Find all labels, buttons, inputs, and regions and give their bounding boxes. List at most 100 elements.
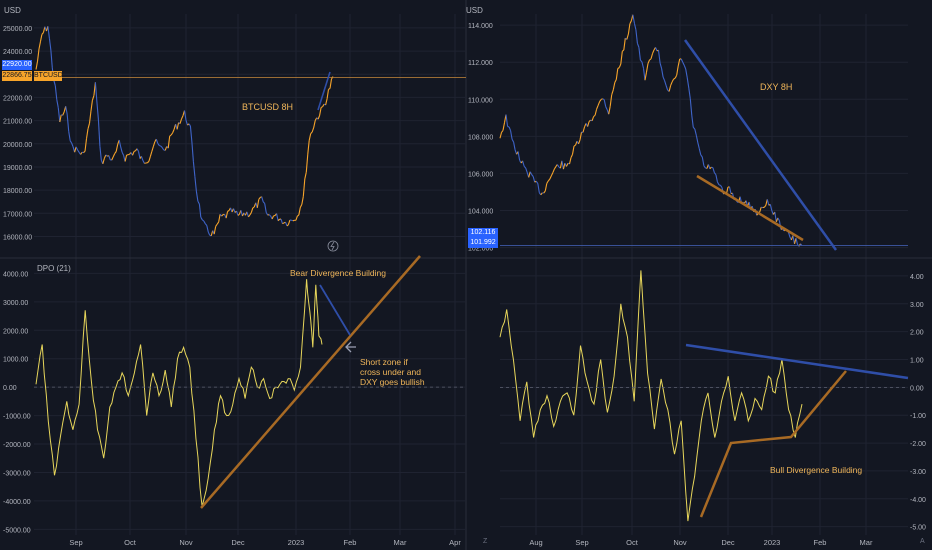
btc-price-segment-17 xyxy=(61,114,63,116)
btc-xtick-label-2: Nov xyxy=(179,538,193,547)
dxy-price-segment-96 xyxy=(644,71,648,81)
btc-price-segment-53 xyxy=(114,151,117,154)
dxy-dpo-ytick-label-5: -1.00 xyxy=(910,413,926,420)
btc-price-segment-12 xyxy=(53,80,56,86)
dxy-price-segment-10 xyxy=(514,149,518,155)
btc-price-segment-78 xyxy=(151,146,154,152)
dxy-price-segment-85 xyxy=(627,23,631,35)
btc-price-segment-157 xyxy=(268,214,271,217)
btc-price-segment-21 xyxy=(66,114,70,132)
btc-dpo-ytick-label-0: 4000.00 xyxy=(3,271,28,278)
dxy-price-segment-78 xyxy=(617,67,620,69)
dxy-price-segment-38 xyxy=(556,164,560,168)
btc-dpo-line xyxy=(35,279,323,507)
btc-price-segment-156 xyxy=(267,214,270,216)
dxy-price-segment-24 xyxy=(535,180,539,184)
dxy-price-segment-129 xyxy=(694,128,697,136)
dxy-price-segment-91 xyxy=(636,43,640,48)
btc-dpo-ytick-label-7: -3000.00 xyxy=(3,470,31,477)
btc-price-segment-103 xyxy=(188,123,191,127)
dxy-price-segment-175 xyxy=(763,205,767,208)
btc-price-segment-133 xyxy=(232,208,236,213)
btc-dpo-ytick-label-2: 2000.00 xyxy=(3,328,28,335)
btc-price-segment-190 xyxy=(317,115,321,120)
btc-dpo-blue-line xyxy=(319,284,351,336)
btc-price-segment-92 xyxy=(172,129,175,134)
short-zone-note: Short zone if cross under and DXY goes b… xyxy=(360,357,425,387)
btc-price-segment-112 xyxy=(201,219,205,222)
dxy-price-segment-113 xyxy=(670,81,673,86)
lightning-icon xyxy=(327,240,339,252)
dxy-dpo-ytick-label-6: -2.00 xyxy=(910,441,926,448)
dxy-price-segment-172 xyxy=(759,206,762,213)
dxy-price-segment-9 xyxy=(513,141,516,151)
dxy-price-segment-124 xyxy=(686,77,690,89)
dxy-price-segment-27 xyxy=(540,192,543,196)
btc-price-segment-47 xyxy=(105,154,108,157)
dxy-price-segment-4 xyxy=(505,114,509,127)
dxy-price-segment-21 xyxy=(531,174,534,177)
dxy-price-segment-47 xyxy=(570,154,573,158)
btc-price-segment-82 xyxy=(157,143,160,146)
btc-price-segment-105 xyxy=(191,141,194,162)
dxy-chart-title: DXY 8H xyxy=(760,82,793,92)
dxy-price-segment-15 xyxy=(522,160,525,167)
dxy-usd-label: USD xyxy=(466,6,483,15)
btc-price-segment-8 xyxy=(47,26,50,39)
btc-price-segment-106 xyxy=(192,161,196,177)
btc-price-segment-135 xyxy=(235,210,239,216)
btc-price-segment-85 xyxy=(161,147,165,151)
dxy-price-segment-67 xyxy=(600,98,603,100)
dxy-price-segment-89 xyxy=(633,23,637,30)
dxy-price-tag-2: 101.992 xyxy=(468,238,498,248)
dxy-xtick-label-6: Feb xyxy=(814,538,827,547)
btc-price-segment-49 xyxy=(108,155,111,161)
dxy-price-segment-86 xyxy=(629,20,632,24)
dxy-price-segment-49 xyxy=(573,144,576,147)
btc-price-segment-165 xyxy=(280,218,284,224)
btc-price-segment-9 xyxy=(48,38,52,51)
dxy-ytick-label-6: 102.000 xyxy=(468,246,493,253)
btc-price-segment-72 xyxy=(142,160,145,164)
btc-price-segment-123 xyxy=(218,214,221,222)
btc-price-segment-98 xyxy=(180,115,184,120)
btc-xtick-label-7: Apr xyxy=(449,538,461,547)
dxy-price-segment-90 xyxy=(635,29,638,44)
dxy-price-segment-62 xyxy=(593,114,596,117)
btc-price-segment-107 xyxy=(194,176,197,192)
dxy-price-segment-31 xyxy=(546,180,549,184)
btc-price-segment-14 xyxy=(56,99,59,108)
dxy-price-segment-196 xyxy=(795,237,799,245)
btc-price-segment-173 xyxy=(292,219,295,222)
dxy-price-segment-0 xyxy=(499,132,503,139)
btc-price-segment-57 xyxy=(120,146,123,153)
dxy-price-segment-125 xyxy=(688,88,691,99)
btc-price-segment-128 xyxy=(225,211,229,219)
dxy-price-segment-105 xyxy=(657,50,661,64)
btc-price-segment-138 xyxy=(240,210,243,217)
btc-price-segment-54 xyxy=(115,144,119,152)
dxy-price-segment-144 xyxy=(716,181,720,186)
btc-price-segment-75 xyxy=(147,160,150,164)
dxy-price-segment-98 xyxy=(647,59,651,64)
btc-ytick-label-1: 24000.00 xyxy=(3,49,32,56)
dxy-price-segment-133 xyxy=(700,154,703,158)
btc-price-segment-51 xyxy=(111,156,114,161)
dxy-price-segment-8 xyxy=(511,139,515,143)
dxy-price-segment-191 xyxy=(787,231,791,238)
dxy-price-segment-77 xyxy=(615,68,619,80)
btc-ytick-label-7: 18000.00 xyxy=(3,188,32,195)
dxy-orange-trendline xyxy=(696,174,804,242)
btc-price-segment-48 xyxy=(107,155,109,157)
dxy-ytick-label-4: 106.000 xyxy=(468,171,493,178)
btc-price-segment-84 xyxy=(160,145,163,148)
btc-price-segment-83 xyxy=(159,144,161,147)
dxy-price-segment-141 xyxy=(712,167,715,173)
btc-chart-title: BTCUSD 8H xyxy=(242,102,294,112)
dxy-price-segment-180 xyxy=(771,210,774,215)
dxy-price-segment-16 xyxy=(523,166,527,169)
dxy-price-segment-177 xyxy=(766,199,770,206)
btc-price-segment-18 xyxy=(62,111,65,116)
btc-price-segment-181 xyxy=(304,171,307,180)
btc-price-segment-2 xyxy=(38,41,42,50)
